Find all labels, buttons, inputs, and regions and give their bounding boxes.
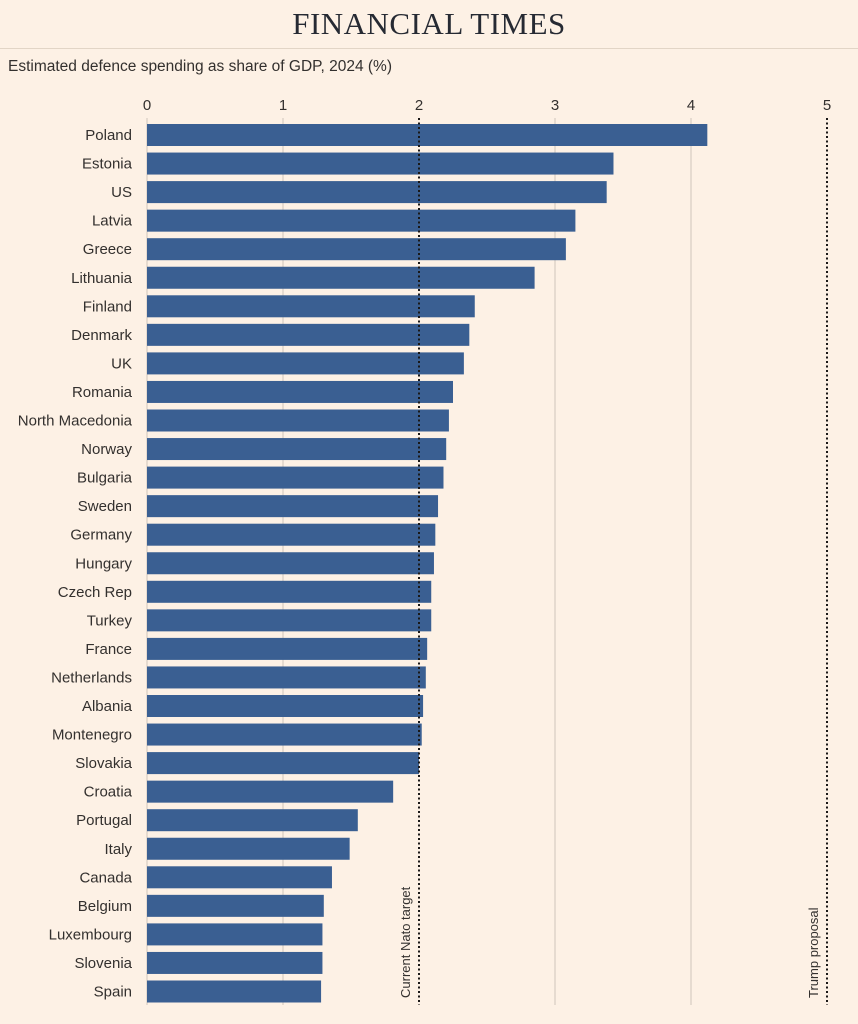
bar-netherlands — [147, 666, 426, 689]
category-label-uk: UK — [111, 355, 132, 372]
bars — [147, 124, 708, 1003]
bar-north-macedonia — [147, 409, 449, 432]
category-label-italy: Italy — [104, 841, 132, 858]
bar-denmark — [147, 323, 470, 346]
reference-label-5: Trump proposal — [806, 907, 821, 998]
category-label-belgium: Belgium — [78, 898, 132, 915]
category-label-portugal: Portugal — [76, 812, 132, 829]
chart-title: Estimated defence spending as share of G… — [8, 58, 392, 75]
bar-greece — [147, 238, 566, 261]
category-label-netherlands: Netherlands — [51, 669, 132, 686]
category-label-lithuania: Lithuania — [71, 270, 133, 287]
bar-spain — [147, 980, 322, 1003]
bar-turkey — [147, 609, 432, 632]
category-label-czech-rep: Czech Rep — [58, 584, 132, 601]
category-label-germany: Germany — [70, 527, 132, 544]
category-label-latvia: Latvia — [92, 213, 133, 230]
category-label-us: US — [111, 184, 132, 201]
category-label-norway: Norway — [81, 441, 132, 458]
bar-sweden — [147, 495, 439, 518]
category-label-estonia: Estonia — [82, 156, 133, 173]
bar-italy — [147, 837, 350, 860]
category-label-slovakia: Slovakia — [75, 755, 132, 772]
category-label-spain: Spain — [94, 984, 132, 1001]
bar-slovenia — [147, 951, 323, 974]
x-tick-label-4: 4 — [687, 97, 695, 114]
bar-montenegro — [147, 723, 422, 746]
bar-luxembourg — [147, 923, 323, 946]
bar-finland — [147, 295, 475, 318]
category-label-north-macedonia: North Macedonia — [18, 413, 133, 430]
bar-poland — [147, 124, 708, 146]
category-label-greece: Greece — [83, 241, 132, 258]
bar-belgium — [147, 894, 324, 917]
bar-norway — [147, 438, 447, 461]
reference-lines: Current Nato target Trump proposal — [398, 118, 828, 1005]
bar-uk — [147, 352, 464, 375]
x-tick-label-0: 0 — [143, 97, 151, 114]
category-label-denmark: Denmark — [71, 327, 132, 344]
category-label-finland: Finland — [83, 298, 132, 315]
category-label-luxembourg: Luxembourg — [49, 926, 132, 943]
x-tick-label-2: 2 — [415, 97, 423, 114]
bar-portugal — [147, 809, 358, 832]
masthead: FINANCIAL TIMES — [0, 0, 858, 49]
category-label-albania: Albania — [82, 698, 133, 715]
category-label-montenegro: Montenegro — [52, 727, 132, 744]
category-label-hungary: Hungary — [75, 555, 132, 572]
bar-germany — [147, 523, 436, 546]
bar-france — [147, 637, 428, 660]
bar-estonia — [147, 152, 614, 175]
category-label-bulgaria: Bulgaria — [77, 470, 133, 487]
category-label-poland: Poland — [85, 127, 132, 144]
bar-albania — [147, 695, 424, 717]
bar-czech-rep — [147, 580, 432, 603]
bar-latvia — [147, 209, 576, 232]
reference-label-2: Current Nato target — [398, 886, 413, 998]
bar-slovakia — [147, 752, 419, 775]
bar-croatia — [147, 780, 394, 803]
category-label-slovenia: Slovenia — [74, 955, 132, 972]
category-label-croatia: Croatia — [84, 784, 133, 801]
bar-bulgaria — [147, 466, 444, 489]
bar-romania — [147, 380, 453, 403]
category-label-france: France — [85, 641, 132, 658]
x-tick-label-3: 3 — [551, 97, 559, 114]
x-tick-label-5: 5 — [823, 97, 831, 114]
x-tick-label-1: 1 — [279, 97, 287, 114]
bar-lithuania — [147, 266, 535, 289]
bar-hungary — [147, 552, 434, 575]
x-axis-ticks: 0 1 2 3 4 5 — [143, 97, 831, 114]
category-label-canada: Canada — [79, 869, 132, 886]
bar-us — [147, 181, 607, 204]
bar-canada — [147, 866, 332, 889]
category-label-turkey: Turkey — [87, 612, 133, 629]
category-labels: Poland Estonia US Latvia Greece Lithuania Finl… — [18, 127, 133, 1001]
category-label-romania: Romania — [72, 384, 133, 401]
category-label-sweden: Sweden — [78, 498, 132, 515]
